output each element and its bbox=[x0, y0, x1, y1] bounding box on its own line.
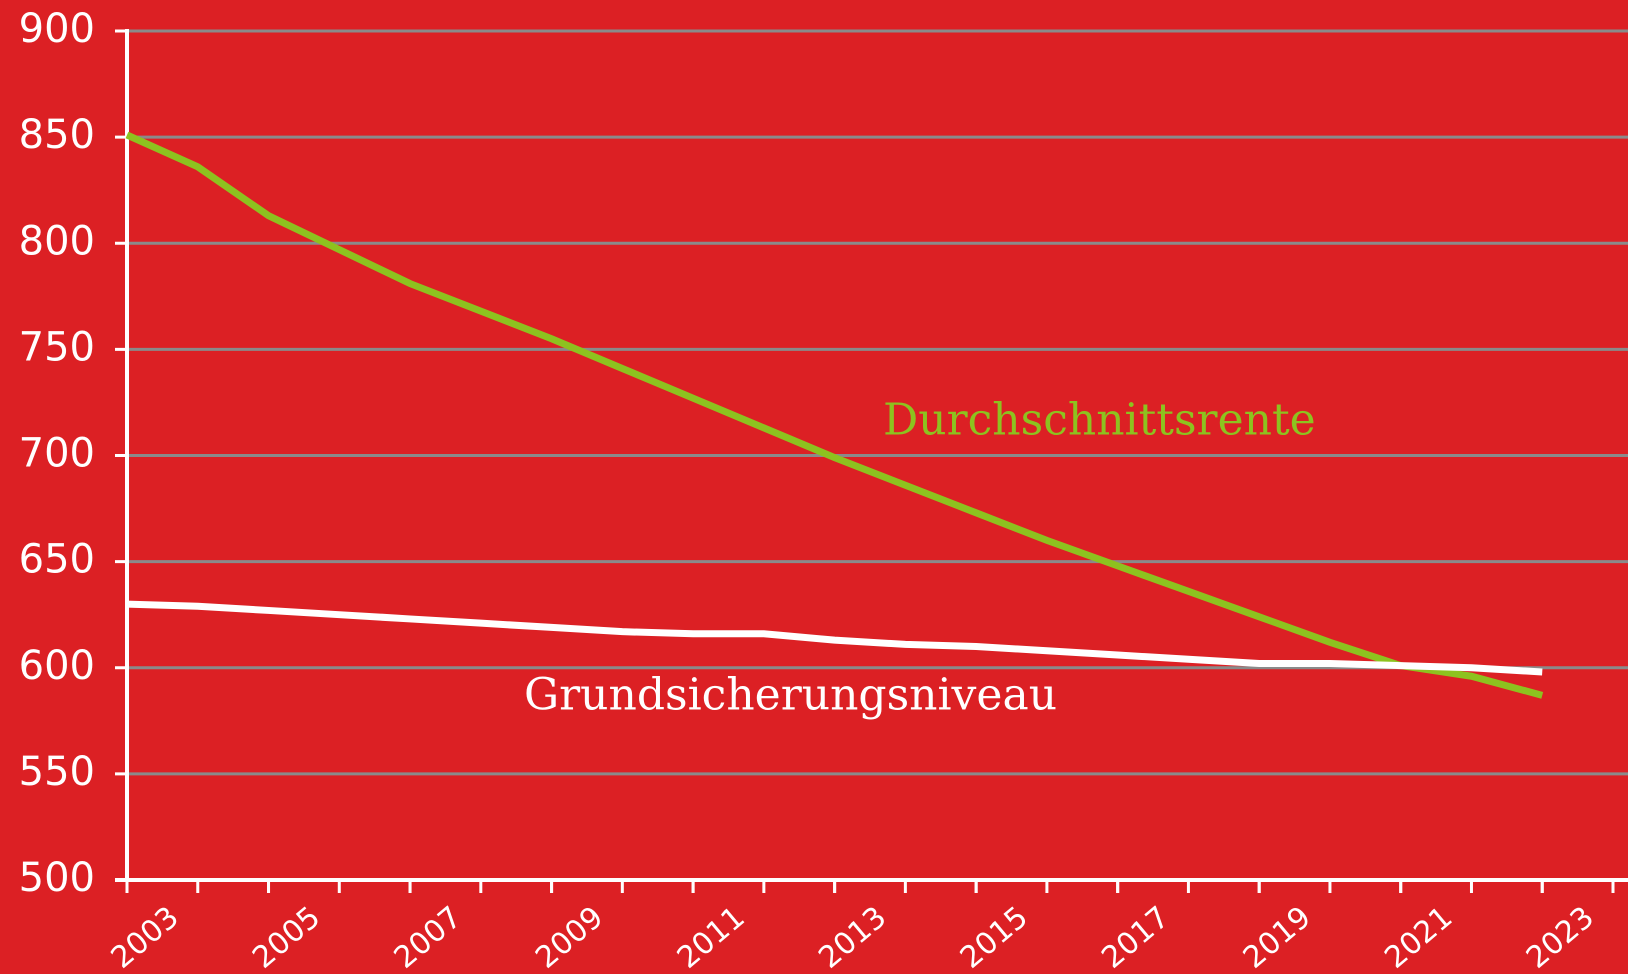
series-line bbox=[125, 131, 1544, 699]
series-line bbox=[126, 600, 1543, 676]
y-tick-label: 750 bbox=[19, 324, 95, 370]
y-tick-label: 900 bbox=[19, 6, 95, 52]
y-tick-label: 600 bbox=[19, 643, 95, 689]
series-label: Grundsicherungsniveau bbox=[524, 670, 1057, 721]
y-tick-label: 800 bbox=[19, 218, 95, 264]
y-tick-label: 850 bbox=[19, 112, 95, 158]
y-tick-label: 550 bbox=[19, 749, 95, 795]
y-tick-label: 700 bbox=[19, 431, 95, 477]
series-label: Durchschnittsrente bbox=[883, 395, 1316, 446]
y-tick-label: 500 bbox=[19, 855, 95, 901]
y-tick-label: 650 bbox=[19, 537, 95, 583]
